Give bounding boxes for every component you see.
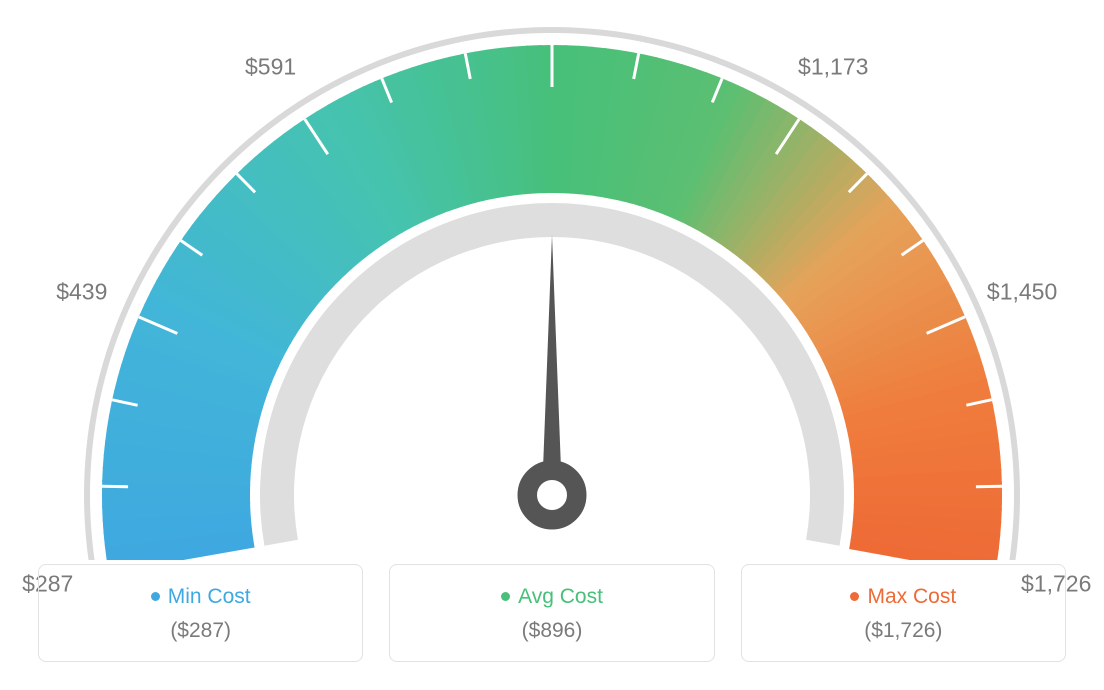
legend-max-title: Max Cost	[752, 585, 1055, 609]
legend-min-title: Min Cost	[49, 585, 352, 609]
tick-label: $1,173	[798, 54, 868, 81]
legend-max-value: ($1,726)	[752, 619, 1055, 643]
dot-icon	[151, 592, 160, 601]
legend-min: Min Cost ($287)	[38, 564, 363, 662]
legend-avg: Avg Cost ($896)	[389, 564, 714, 662]
chart-container: $287$439$591$896$1,173$1,450$1,726 Min C…	[0, 0, 1104, 690]
legend-min-label: Min Cost	[168, 585, 251, 608]
legend-max-label: Max Cost	[867, 585, 956, 608]
dot-icon	[501, 592, 510, 601]
legend-min-value: ($287)	[49, 619, 352, 643]
tick-label: $1,450	[987, 279, 1057, 306]
legend-max: Max Cost ($1,726)	[741, 564, 1066, 662]
legend-avg-value: ($896)	[400, 619, 703, 643]
dot-icon	[850, 592, 859, 601]
legend-avg-label: Avg Cost	[518, 585, 603, 608]
legend-avg-title: Avg Cost	[400, 585, 703, 609]
gauge-svg	[0, 0, 1104, 560]
tick-label: $591	[245, 54, 296, 81]
legend-row: Min Cost ($287) Avg Cost ($896) Max Cost…	[38, 564, 1066, 662]
gauge-area: $287$439$591$896$1,173$1,450$1,726	[0, 0, 1104, 560]
tick-label: $439	[56, 279, 107, 306]
